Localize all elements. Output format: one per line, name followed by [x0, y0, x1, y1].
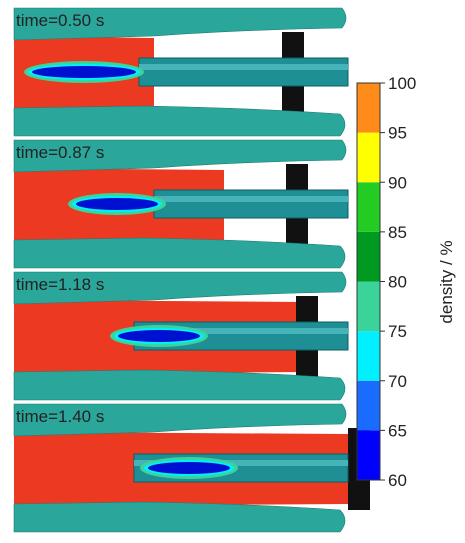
colorbar-segment: [357, 331, 380, 381]
tube: [138, 57, 349, 87]
time-label: time=0.50 s: [16, 11, 104, 30]
colorbar-tick-label: 65: [388, 421, 407, 440]
colorbar-tick-label: 80: [388, 273, 407, 292]
jet-core: [32, 66, 136, 78]
time-label: time=1.18 s: [16, 275, 104, 294]
time-label: time=0.87 s: [16, 143, 104, 162]
colorbar-tick-label: 95: [388, 124, 407, 143]
top-shell: [13, 271, 347, 305]
simulation-panel: time=1.40 s: [13, 403, 370, 533]
bottom-shell: [13, 501, 346, 533]
colorbar-segment: [357, 430, 380, 480]
jet-core: [148, 462, 230, 474]
time-label: time=1.40 s: [16, 407, 104, 426]
colorbar-segment: [357, 83, 380, 133]
colorbar-segment: [357, 380, 380, 431]
colorbar-segment: [357, 182, 380, 232]
colorbar-tick-label: 90: [388, 173, 407, 192]
top-shell: [13, 7, 347, 41]
colorbar-tick-label: 60: [388, 471, 407, 490]
bottom-shell: [13, 237, 346, 269]
bottom-shell: [13, 105, 346, 137]
simulation-panel: time=1.18 s: [13, 271, 349, 401]
colorbar-segment: [357, 231, 380, 282]
colorbar-segment: [357, 132, 380, 183]
simulation-panel: time=0.50 s: [13, 7, 349, 137]
colorbar-tick-label: 85: [388, 223, 407, 242]
jet-core: [76, 198, 158, 210]
tube-highlight: [134, 460, 348, 466]
colorbar-label: density / %: [437, 240, 456, 323]
simulation-panel: time=0.87 s: [13, 139, 349, 269]
jet-core: [118, 330, 200, 342]
tube-highlight: [139, 64, 348, 70]
tube: [153, 189, 349, 219]
top-shell: [13, 139, 347, 173]
top-shell: [13, 403, 347, 437]
colorbar-segment: [357, 281, 380, 332]
colorbar-tick-label: 70: [388, 372, 407, 391]
bottom-shell: [13, 369, 346, 401]
colorbar-tick-label: 100: [388, 74, 416, 93]
tube-highlight: [154, 196, 348, 202]
tube-highlight: [134, 328, 348, 334]
colorbar-tick-label: 75: [388, 322, 407, 341]
